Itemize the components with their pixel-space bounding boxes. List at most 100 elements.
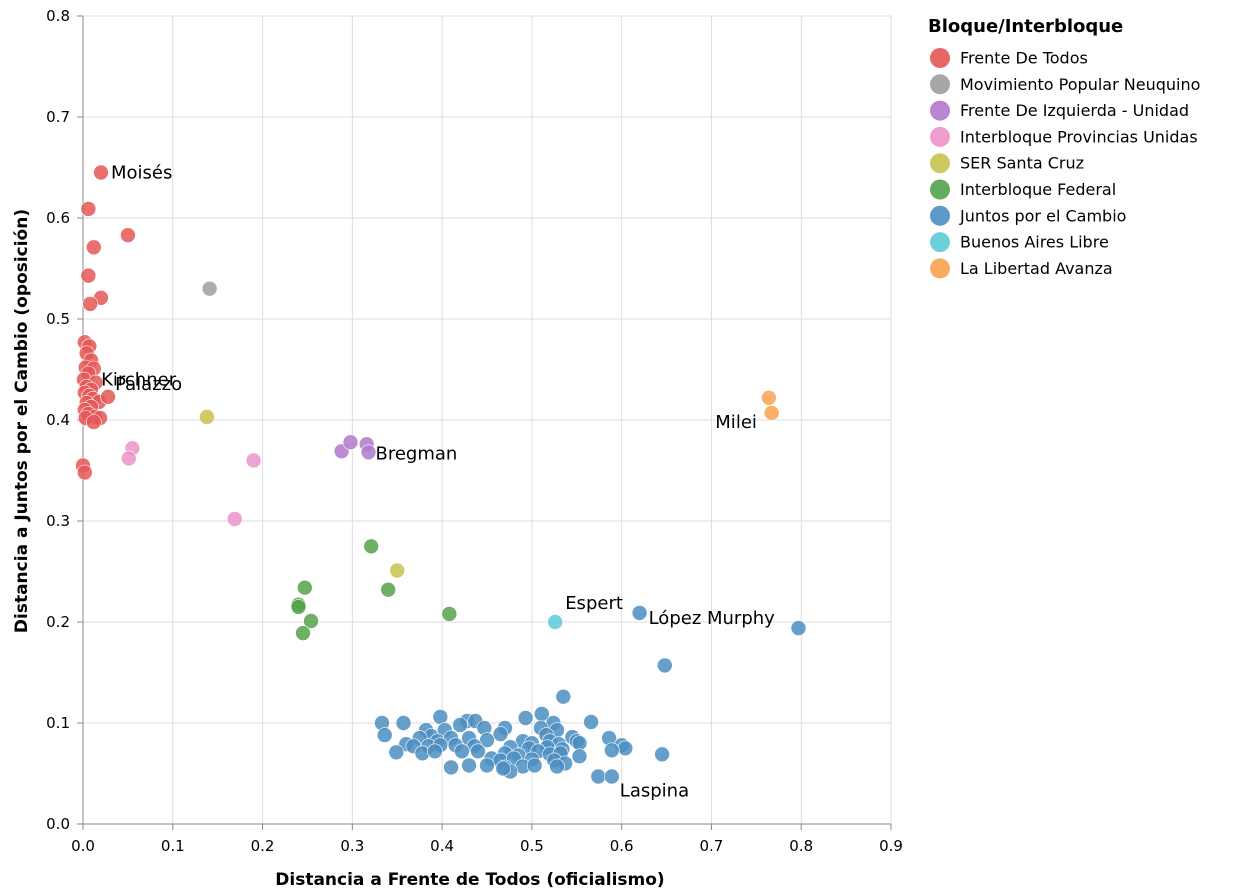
data-point[interactable] [295, 625, 311, 641]
legend: Bloque/Interbloque Frente De Todos Movimie… [928, 16, 1200, 279]
data-point[interactable] [303, 613, 319, 629]
data-point[interactable] [360, 444, 377, 461]
data-point[interactable] [388, 744, 405, 761]
data-point[interactable] [432, 709, 449, 725]
data-point[interactable] [363, 538, 380, 555]
data-point[interactable] [443, 759, 459, 776]
legend-swatch [930, 74, 950, 95]
point-annotation: Moisés [111, 163, 172, 184]
data-point[interactable] [590, 768, 607, 785]
data-point[interactable] [80, 201, 97, 217]
y-tick-label: 0.7 [46, 108, 70, 126]
data-point[interactable] [226, 511, 243, 527]
data-point[interactable] [654, 746, 670, 763]
data-point[interactable] [395, 715, 412, 731]
axes: 0.0 0.1 0.2 0.3 0.4 0.5 0.6 0.7 0.8 0.9 0.0 0.1 0.2 0… [46, 7, 903, 855]
x-tick-label: 0.0 [71, 837, 95, 855]
data-point[interactable] [376, 727, 393, 743]
legend-swatch [930, 232, 950, 253]
data-point[interactable] [342, 434, 359, 451]
point-annotation: López Murphy [649, 608, 776, 629]
legend-item-label: Juntos por el Cambio [959, 206, 1126, 225]
point-annotation: Bregman [376, 443, 458, 464]
y-tick-label: 0.1 [46, 714, 70, 732]
data-point[interactable] [631, 605, 648, 621]
legend-item-label: La Libertad Avanza [960, 259, 1113, 278]
data-point[interactable] [86, 239, 102, 256]
data-point[interactable] [763, 405, 780, 421]
data-point[interactable] [461, 757, 477, 774]
legend-title: Bloque/Interbloque [928, 16, 1123, 37]
data-point[interactable] [452, 717, 468, 733]
y-tick-label: 0.6 [46, 209, 70, 227]
legend-swatch [930, 48, 950, 68]
data-point[interactable] [121, 450, 137, 467]
data-point[interactable] [571, 735, 588, 752]
legend-item-label: Frente De Izquierda - Unidad [960, 101, 1189, 120]
data-point[interactable] [549, 758, 565, 775]
x-axis-title: Distancia a Frente de Todos (oficialismo… [275, 870, 664, 890]
y-tick-label: 0.4 [46, 411, 70, 429]
y-tick-label: 0.3 [46, 512, 70, 530]
data-point[interactable] [290, 599, 307, 615]
data-point[interactable] [656, 657, 673, 674]
data-point[interactable] [790, 620, 807, 636]
point-annotation: Palazzo [115, 374, 182, 395]
point-annotation: Espert [565, 593, 623, 614]
data-point[interactable] [555, 688, 572, 705]
data-point[interactable] [82, 296, 98, 312]
data-point[interactable] [492, 726, 509, 742]
x-tick-label: 0.5 [520, 837, 544, 855]
data-point[interactable] [571, 748, 588, 765]
data-point[interactable] [100, 388, 116, 405]
point-annotation: Milei [715, 412, 757, 433]
data-point[interactable] [495, 760, 512, 777]
data-point[interactable] [245, 452, 262, 469]
data-point[interactable] [526, 757, 543, 774]
legend-swatch [930, 126, 950, 147]
point-annotation: Kirchner [101, 370, 177, 391]
legend-item-label: Frente De Todos [960, 49, 1088, 68]
data-point[interactable] [454, 743, 470, 760]
legend-item-label: Interbloque Federal [960, 180, 1116, 199]
data-point[interactable] [761, 389, 777, 406]
data-point[interactable] [93, 164, 109, 181]
legend-swatch [930, 258, 950, 279]
legend-swatch [930, 179, 950, 200]
data-point[interactable] [201, 280, 218, 297]
data-point[interactable] [517, 710, 534, 726]
legend-swatch [930, 153, 950, 174]
data-point[interactable] [583, 714, 599, 730]
x-tick-label: 0.7 [700, 837, 724, 855]
data-point[interactable] [617, 740, 634, 757]
y-tick-label: 0.8 [46, 7, 70, 25]
data-point[interactable] [77, 464, 93, 481]
data-point[interactable] [470, 743, 486, 760]
y-tick-label: 0.0 [46, 815, 70, 833]
point-annotation: Laspina [620, 781, 689, 802]
data-point[interactable] [80, 267, 97, 284]
data-point[interactable] [479, 757, 495, 774]
data-point[interactable] [380, 581, 397, 598]
data-point[interactable] [120, 227, 136, 243]
y-tick-label: 0.2 [46, 613, 70, 631]
data-point[interactable] [296, 579, 313, 596]
data-point[interactable] [603, 742, 620, 759]
data-point[interactable] [389, 562, 406, 579]
legend-item-label: Interbloque Provincias Unidas [960, 127, 1198, 146]
legend-swatch [930, 100, 950, 121]
data-point[interactable] [441, 606, 458, 622]
data-point[interactable] [86, 414, 102, 430]
legend-item-label: SER Santa Cruz [960, 154, 1084, 173]
data-point[interactable] [547, 614, 564, 630]
x-tick-label: 0.1 [161, 837, 185, 855]
x-tick-label: 0.8 [789, 837, 813, 855]
data-point[interactable] [603, 768, 620, 785]
data-point[interactable] [199, 409, 215, 425]
legend-item-label: Movimiento Popular Neuquino [960, 75, 1200, 94]
x-tick-label: 0.6 [610, 837, 634, 855]
data-point[interactable] [479, 732, 495, 749]
data-point[interactable] [427, 743, 443, 760]
